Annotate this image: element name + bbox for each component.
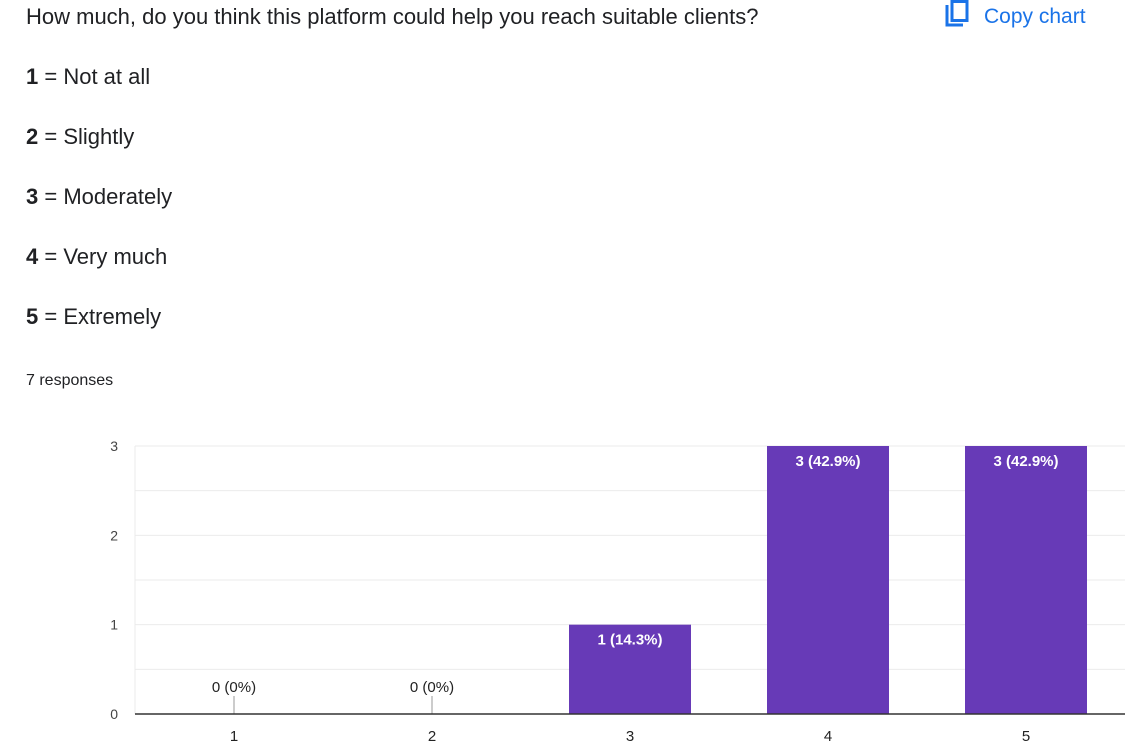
response-count: 7 responses: [26, 372, 114, 389]
scale-item: 1 = Not at all: [26, 64, 150, 90]
scale-text: = Very much: [44, 244, 168, 269]
scale-number: 3: [26, 184, 39, 209]
bar: [569, 624, 691, 714]
bar: [767, 446, 889, 714]
x-tick-label: 1: [230, 728, 238, 745]
data-label: 3 (42.9%): [795, 453, 860, 470]
x-tick-label: 5: [1022, 728, 1030, 745]
data-label: 0 (0%): [410, 679, 454, 696]
scale-number: 4: [26, 244, 39, 269]
copy-icon: [944, 0, 970, 34]
data-label: 3 (42.9%): [993, 453, 1058, 470]
scale-number: 1: [26, 64, 39, 89]
scale-item: 2 = Slightly: [26, 124, 134, 150]
scale-number: 5: [26, 304, 39, 329]
y-tick-label: 2: [110, 527, 118, 543]
scale-text: = Extremely: [44, 304, 162, 329]
x-tick-label: 2: [428, 728, 436, 745]
y-tick-label: 0: [110, 706, 118, 722]
scale-item: 5 = Extremely: [26, 304, 161, 330]
y-tick-label: 3: [110, 438, 118, 454]
data-label: 0 (0%): [212, 679, 256, 696]
scale-text: = Not at all: [44, 64, 151, 89]
question-title: How much, do you think this platform cou…: [26, 4, 759, 29]
scale-text: = Slightly: [44, 124, 135, 149]
y-tick-label: 1: [110, 617, 118, 633]
scale-number: 2: [26, 124, 39, 149]
scale-item: 4 = Very much: [26, 244, 167, 270]
scale-text: = Moderately: [44, 184, 173, 209]
bar: [965, 446, 1087, 714]
copy-chart-button[interactable]: Copy chart: [944, 0, 1086, 34]
data-label: 1 (14.3%): [597, 632, 662, 649]
x-tick-label: 3: [626, 728, 634, 745]
scale-item: 3 = Moderately: [26, 184, 172, 210]
copy-chart-label: Copy chart: [984, 5, 1086, 28]
x-tick-label: 4: [824, 728, 832, 745]
